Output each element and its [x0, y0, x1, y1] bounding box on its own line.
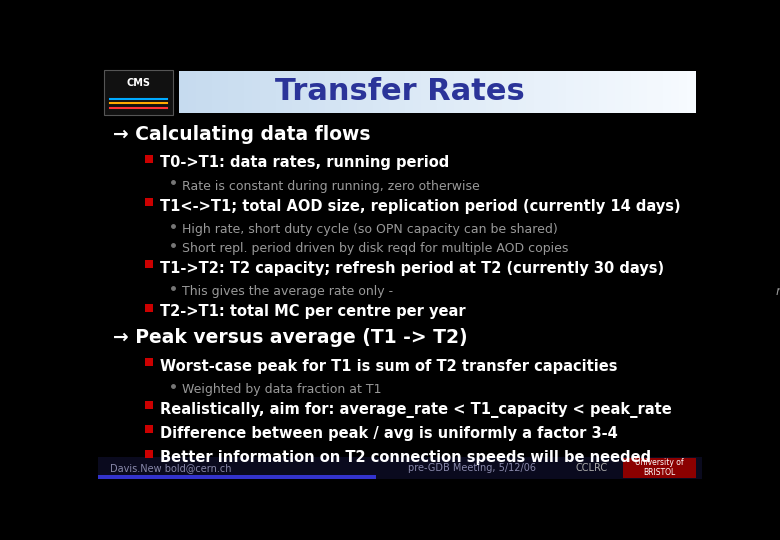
- Text: T2->T1: total MC per centre per year: T2->T1: total MC per centre per year: [160, 305, 466, 319]
- Text: Difference between peak / avg is uniformly a factor 3-4: Difference between peak / avg is uniform…: [160, 426, 618, 441]
- Text: This gives the average rate only -: This gives the average rate only -: [182, 285, 397, 298]
- FancyBboxPatch shape: [98, 475, 376, 478]
- Text: T1->T2: T2 capacity; refresh period at T2 (currently 30 days): T1->T2: T2 capacity; refresh period at T…: [160, 261, 664, 276]
- Text: Transfer Rates: Transfer Rates: [275, 77, 525, 106]
- Text: Davis.New bold@cern.ch: Davis.New bold@cern.ch: [109, 463, 231, 472]
- Text: → Calculating data flows: → Calculating data flows: [112, 125, 370, 144]
- Text: Weighted by data fraction at T1: Weighted by data fraction at T1: [182, 383, 381, 396]
- FancyBboxPatch shape: [104, 70, 173, 114]
- FancyBboxPatch shape: [98, 457, 702, 478]
- Text: T0->T1: data rates, running period: T0->T1: data rates, running period: [160, 156, 449, 171]
- Text: T1<->T1; total AOD size, replication period (currently 14 days): T1<->T1; total AOD size, replication per…: [160, 199, 680, 214]
- Text: Rate is constant during running, zero otherwise: Rate is constant during running, zero ot…: [182, 180, 480, 193]
- Text: CCLRC: CCLRC: [575, 463, 607, 472]
- Text: → Peak versus average (T1 -> T2): → Peak versus average (T1 -> T2): [112, 328, 467, 347]
- Text: pre-GDB Meeting, 5/12/06: pre-GDB Meeting, 5/12/06: [408, 463, 537, 472]
- Text: not a realistic use pattern: not a realistic use pattern: [776, 285, 780, 298]
- Text: Better information on T2 connection speeds will be needed: Better information on T2 connection spee…: [160, 450, 651, 465]
- Text: Realistically, aim for: average_rate < T1_capacity < peak_rate: Realistically, aim for: average_rate < T…: [160, 402, 672, 418]
- Text: Worst-case peak for T1 is sum of T2 transfer capacities: Worst-case peak for T1 is sum of T2 tran…: [160, 359, 617, 374]
- Text: High rate, short duty cycle (so OPN capacity can be shared): High rate, short duty cycle (so OPN capa…: [182, 223, 558, 236]
- Text: Short repl. period driven by disk reqd for multiple AOD copies: Short repl. period driven by disk reqd f…: [182, 242, 569, 255]
- Text: University of
BRISTOL: University of BRISTOL: [636, 458, 684, 477]
- FancyBboxPatch shape: [623, 458, 696, 478]
- Text: CMS: CMS: [126, 78, 151, 88]
